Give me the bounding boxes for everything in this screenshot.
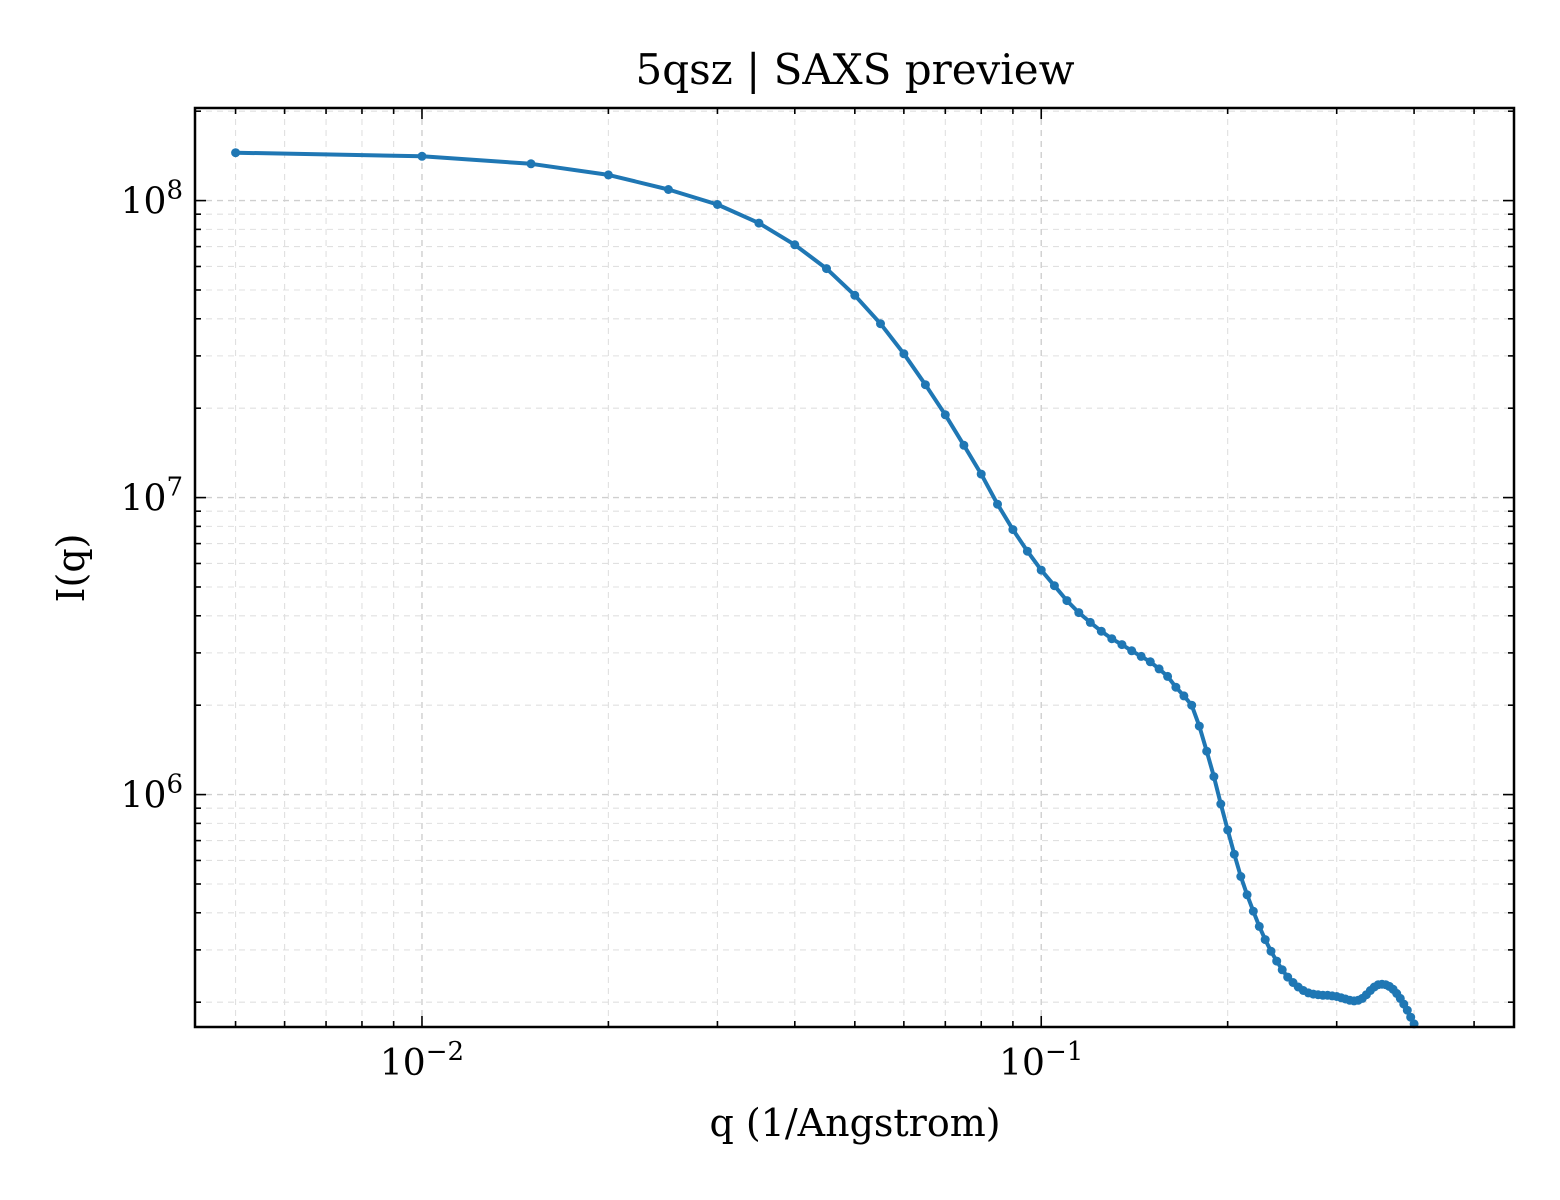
data-point <box>1127 646 1137 656</box>
data-point <box>1117 640 1127 650</box>
data-point <box>417 151 427 161</box>
x-axis-label: q (1/Angstrom) <box>709 1101 1000 1145</box>
data-series <box>231 148 1419 1029</box>
data-point <box>1229 849 1239 859</box>
data-point <box>1145 657 1155 667</box>
tick-labels: 10−2 10−1 106 107 108 <box>121 176 1084 1084</box>
data-point <box>1272 956 1282 966</box>
data-point <box>1277 965 1287 975</box>
data-point <box>1008 525 1018 535</box>
data-point <box>1209 772 1219 782</box>
data-point <box>603 170 613 180</box>
data-point <box>1154 664 1164 674</box>
data-point <box>1223 825 1233 835</box>
data-point <box>790 240 800 250</box>
data-point <box>1242 890 1252 900</box>
data-point <box>1085 617 1095 627</box>
data-point <box>1049 581 1059 591</box>
data-point <box>1107 634 1117 644</box>
data-point <box>940 410 950 420</box>
data-point <box>1171 682 1181 692</box>
data-point <box>1216 799 1226 809</box>
data-point <box>1062 596 1072 606</box>
data-point <box>976 469 986 479</box>
y-axis-label: I(q) <box>49 534 93 603</box>
data-point <box>959 440 969 450</box>
data-point <box>1266 946 1276 956</box>
data-point <box>876 319 885 329</box>
data-point <box>663 185 673 194</box>
data-point <box>1096 626 1106 636</box>
data-point <box>1136 651 1146 661</box>
data-point <box>1179 691 1189 701</box>
data-point <box>1236 872 1246 881</box>
data-point <box>993 499 1002 509</box>
chart-title: 5qsz | SAXS preview <box>635 45 1074 94</box>
data-point <box>1036 565 1046 575</box>
data-point <box>1248 906 1258 916</box>
plot-frame <box>193 106 1516 1029</box>
data-point <box>822 264 831 274</box>
data-point <box>1163 671 1173 681</box>
data-point <box>1187 700 1197 710</box>
y-tick-label: 107 <box>121 473 183 520</box>
data-point <box>1402 1005 1412 1015</box>
data-point <box>899 349 909 359</box>
data-point <box>850 290 860 300</box>
data-point <box>526 159 536 169</box>
data-point <box>1194 721 1204 731</box>
data-point <box>754 218 764 228</box>
data-point <box>231 148 241 158</box>
data-point <box>1202 746 1212 756</box>
data-point <box>712 200 722 209</box>
data-point <box>1260 935 1270 945</box>
y-tick-label: 108 <box>121 176 183 223</box>
data-point <box>920 380 930 390</box>
data-point <box>1406 1012 1416 1022</box>
x-tick-label: 10−1 <box>999 1037 1083 1084</box>
y-tick-label: 106 <box>121 770 183 817</box>
data-point <box>1074 608 1084 618</box>
data-point <box>1254 921 1264 931</box>
x-tick-label: 10−2 <box>380 1037 464 1084</box>
data-point <box>1022 546 1032 556</box>
